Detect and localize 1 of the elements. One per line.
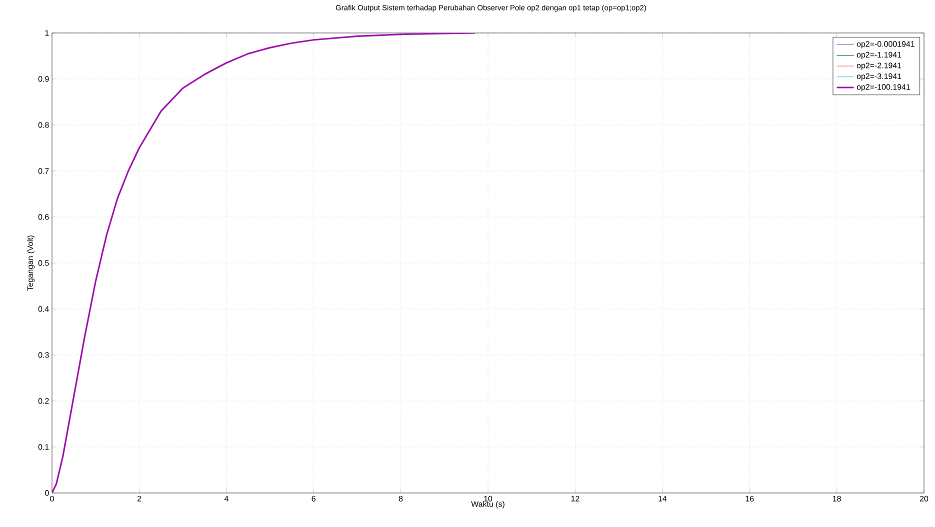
line-series (52, 32, 476, 493)
